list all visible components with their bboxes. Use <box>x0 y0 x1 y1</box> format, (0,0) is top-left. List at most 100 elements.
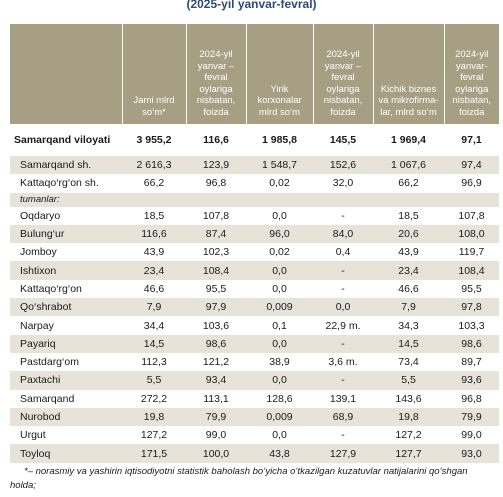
value-cell: 98,6 <box>444 334 499 353</box>
value-cell: 143,6 <box>395 392 422 405</box>
value-cell: 38,9 <box>269 356 290 369</box>
table-row: Samarqand sh. 2 616,3 123,9 1 548,7 152,6 1 0… <box>10 156 499 175</box>
value-cell: 0,0 <box>313 298 373 317</box>
value-cell: 95,5 <box>205 282 227 295</box>
value-cell: 7,9 <box>373 298 444 317</box>
value-cell: 3,6 m. <box>328 356 358 369</box>
value-cell: 23,4 <box>373 261 444 280</box>
value-cell: 123,9 <box>186 156 246 175</box>
value-cell: 113,1 <box>203 392 229 405</box>
table-row: Kattaqo‘rg‘on 46,6 95,5 0,0 - 46,6 95,5 <box>10 280 499 298</box>
name-cell: Kattaqo‘rg‘on sh. <box>20 177 99 190</box>
value-cell: 19,8 <box>122 407 186 427</box>
value-cell: 119,7 <box>458 246 485 259</box>
name-cell: Samarqand <box>20 392 75 405</box>
value-cell: - <box>313 334 373 353</box>
value-cell: 103,6 <box>202 319 230 332</box>
value-cell: 43,8 <box>246 444 313 463</box>
value-cell: 14,5 <box>373 334 444 353</box>
value-cell: 19,8 <box>373 407 444 427</box>
value-cell: 99,0 <box>461 429 482 442</box>
value-cell: 20,6 <box>373 224 444 244</box>
table-row: Ishtixon 23,4 108,4 0,0-23,4 108,4 <box>10 261 499 280</box>
name-cell: Samarqand sh. <box>10 156 122 175</box>
value-cell: 116,6 <box>122 224 186 244</box>
value-cell: 43,9 <box>398 246 419 259</box>
table-row: Narpay 34,4 103,6 0,1 22,9 m. 34,3 103,3 <box>10 316 499 334</box>
value-cell: 100,0 <box>186 444 246 463</box>
value-cell: 0,4 <box>335 246 351 259</box>
value-cell: 18,5 <box>143 209 165 222</box>
value-cell: 96,9 <box>461 177 482 190</box>
table-row: Kattaqo‘rg‘on sh. 66,2 96,8 0,02 32,0 66,2 96,… <box>10 174 499 192</box>
value-cell: 0,009 <box>246 298 313 317</box>
table-row: Payariq 14,5 98,6 0,0-14,5 98,6 <box>10 334 499 353</box>
value-cell: 14,5 <box>122 334 186 353</box>
value-cell: 127,9 <box>313 444 373 463</box>
value-cell: 0,0 <box>246 261 313 280</box>
value-cell: 1 969,4 <box>390 134 427 146</box>
value-cell: 73,4 <box>398 356 419 369</box>
value-cell: 66,2 <box>143 177 165 190</box>
value-cell: 95,5 <box>461 282 482 295</box>
table-row: Urgut 127,2 99,0 0,0 - 127,2 99,0 <box>10 426 499 444</box>
name-cell: Ishtixon <box>10 261 122 280</box>
value-cell: 99,0 <box>205 429 227 442</box>
value-cell: 152,6 <box>313 156 373 175</box>
value-cell: 0,0 <box>272 282 287 295</box>
value-cell: 0,0 <box>246 371 313 390</box>
value-cell: 5,5 <box>122 371 186 390</box>
value-cell: 2 616,3 <box>122 156 186 175</box>
name-cell: Pastdarg‘om <box>20 356 79 369</box>
value-cell: 107,8 <box>202 209 230 222</box>
header-cell: Kichik biznes va mikrofirma-lar, mlrd so… <box>372 24 444 124</box>
table-row: Pastdarg‘om 112,3 121,2 38,9 3,6 m. 73,4 89,7 <box>10 353 499 371</box>
table-row: Samarqand 272,2 113,1 128,6 139,1 143,6 96,8 <box>10 390 499 408</box>
name-cell: Narpay <box>20 319 54 332</box>
value-cell: 18,5 <box>398 209 419 222</box>
value-cell: 22,9 m. <box>325 319 361 332</box>
value-cell: 128,6 <box>266 392 293 405</box>
value-cell: 127,7 <box>373 444 444 463</box>
name-cell: Urgut <box>20 429 46 442</box>
table-row: Toyloq 171,5 100,0 43,8 127,9 127,7 93,0 <box>10 444 499 463</box>
header-cell: 2024-yil yanvar – fevral oylariga nisbat… <box>185 24 246 124</box>
name-cell: Kattaqo‘rg‘on <box>20 282 82 295</box>
section-label: tumanlar: <box>10 192 499 207</box>
header-cell: Yirik korxonalar mlrd so‘m <box>245 24 313 124</box>
value-cell: 1 548,7 <box>246 156 313 175</box>
value-cell: 32,0 <box>332 177 354 190</box>
value-cell: 93,4 <box>186 371 246 390</box>
value-cell: 97,1 <box>461 134 482 146</box>
value-cell: 84,0 <box>313 224 373 244</box>
value-cell: 116,6 <box>203 134 229 146</box>
header-cell: 2024-yil yanvar-fevral oylariga nisbatan… <box>443 24 499 124</box>
header-cell: Jami mlrd so‘m* <box>121 24 186 124</box>
value-cell: 46,6 <box>398 282 419 295</box>
value-cell: 145,5 <box>329 134 357 146</box>
header-cell <box>10 24 122 124</box>
value-cell: - <box>341 429 345 442</box>
value-cell: 97,4 <box>444 156 499 175</box>
value-cell: 23,4 <box>122 261 186 280</box>
name-cell: Oqdaryo <box>20 209 61 222</box>
value-cell: 87,4 <box>186 224 246 244</box>
value-cell: 171,5 <box>122 444 186 463</box>
value-cell: 46,6 <box>143 282 165 295</box>
value-cell: 93,0 <box>444 444 499 463</box>
value-cell: 112,3 <box>141 356 167 369</box>
value-cell: 34,3 <box>398 319 419 332</box>
value-cell: 272,2 <box>140 392 168 405</box>
footnote: *– norasmiy va yashirin iqtisodiyotni st… <box>10 466 468 491</box>
value-cell: 98,6 <box>186 334 246 353</box>
value-cell: 0,02 <box>269 246 290 259</box>
value-cell: 0,02 <box>269 177 290 190</box>
table-row: tumanlar: <box>10 192 499 207</box>
name-cell: Paxtachi <box>10 371 122 390</box>
data-table: Jami mlrd so‘m* 2024-yil yanvar – fevral … <box>10 24 499 463</box>
value-cell: 108,4 <box>186 261 246 280</box>
value-cell: 102,3 <box>202 246 230 259</box>
value-cell: 7,9 <box>122 298 186 317</box>
value-cell: 43,9 <box>143 246 165 259</box>
table-row: Paxtachi 5,5 93,4 0,0-5,5 93,6 <box>10 371 499 390</box>
